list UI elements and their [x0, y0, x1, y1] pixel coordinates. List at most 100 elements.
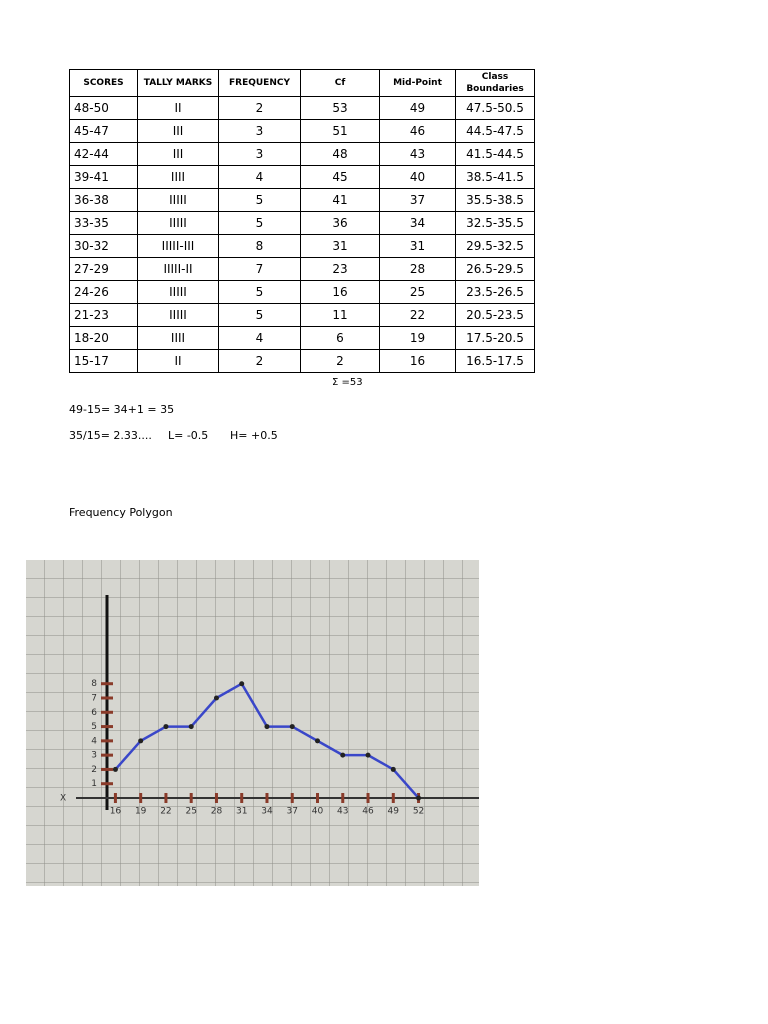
table-cell: 49	[379, 96, 456, 120]
table-cell: 29.5-32.5	[455, 234, 535, 258]
table-cell: 3	[218, 142, 301, 166]
table-cell: 26.5-29.5	[455, 257, 535, 281]
table-cell: 22	[379, 303, 456, 327]
x-tick	[391, 793, 395, 803]
x-tick-label: 25	[185, 807, 196, 817]
table-cell: 31	[300, 234, 380, 258]
x-tick-label: 19	[135, 807, 147, 817]
note: L= -0.5	[168, 429, 209, 442]
point	[340, 752, 346, 758]
x-tick	[265, 793, 269, 803]
header-row: SCORES TALLY MARKS FREQUENCY Cf Mid-Point Cla…	[69, 69, 535, 97]
table-row: 24-26 IIIII 5 16 25 23.5-26.5	[69, 280, 535, 304]
table-cell: 20.5-23.5	[455, 303, 535, 327]
table-cell: 39-41	[69, 165, 138, 189]
table-cell: 23.5-26.5	[455, 280, 535, 304]
y-tick-label: 7	[91, 694, 97, 704]
table-body: 48-50 II 2 53 49 47.5-50.5 45-47 III 3 51 46 44.5-4…	[69, 96, 535, 373]
table-cell: 18-20	[69, 326, 138, 350]
table-row: 18-20 IIII 4 6 19 17.5-20.5	[69, 326, 535, 350]
table-cell: 45-47	[69, 119, 138, 143]
y-tick-label: 6	[91, 708, 97, 718]
x-tick-label: 28	[211, 807, 223, 817]
table-cell: 15-17	[69, 349, 138, 373]
table-cell: 6	[300, 326, 380, 350]
table-cell: 44.5-47.5	[455, 119, 535, 143]
table-cell: IIIII-III	[137, 234, 219, 258]
table-cell: 23	[300, 257, 380, 281]
table-row: 33-35 IIIII 5 36 34 32.5-35.5	[69, 211, 535, 235]
table-row: 39-41 IIII 4 45 40 38.5-41.5	[69, 165, 535, 189]
table-cell: 34	[379, 211, 456, 235]
table-cell: 8	[218, 234, 301, 258]
y-tick	[101, 767, 113, 771]
x-tick-label: 22	[160, 807, 171, 817]
table-cell: 47.5-50.5	[455, 96, 535, 120]
frequency-table: SCORES TALLY MARKS FREQUENCY Cf Mid-Point Cla…	[69, 69, 535, 373]
point	[315, 738, 320, 744]
table-cell: 21-23	[69, 303, 138, 327]
x-tick	[214, 793, 218, 803]
table-row: 36-38 IIIII 5 41 37 35.5-38.5	[69, 188, 535, 212]
table-cell: 4	[218, 326, 301, 350]
table-cell: 30-32	[69, 234, 138, 258]
table-cell: IIIII	[137, 280, 219, 304]
table-cell: 36-38	[69, 188, 138, 212]
y-tick-label: 2	[91, 765, 97, 775]
table-cell: 38.5-41.5	[455, 165, 535, 189]
x-axis-label: X	[60, 794, 66, 804]
y-tick	[101, 739, 113, 743]
x-tick-label: 31	[236, 807, 247, 817]
point	[416, 795, 422, 801]
table-cell: 41.5-44.5	[455, 142, 535, 166]
table-row: 48-50 II 2 53 49 47.5-50.5	[69, 96, 535, 120]
table-cell: 5	[218, 280, 301, 304]
table-cell: 40	[379, 165, 456, 189]
header-cell: Cf	[300, 69, 380, 97]
y-tick	[101, 753, 113, 757]
table-cell: IIII	[137, 165, 219, 189]
table-row: 45-47 III 3 51 46 44.5-47.5	[69, 119, 535, 143]
table-cell: 31	[379, 234, 456, 258]
table-cell: 27-29	[69, 257, 138, 281]
table-cell: 43	[379, 142, 456, 166]
point	[188, 724, 194, 730]
y-tick-label: 1	[91, 779, 97, 789]
table-cell: 16	[379, 349, 456, 373]
table-cell: 3	[218, 119, 301, 143]
y-tick	[101, 725, 113, 729]
note: 49-15= 34+1 = 35	[69, 403, 175, 416]
y-tick	[101, 710, 113, 714]
table-cell: 42-44	[69, 142, 138, 166]
table-cell: IIIII	[137, 211, 219, 235]
x-tick	[366, 793, 370, 803]
x-tick	[113, 793, 117, 803]
point	[112, 766, 118, 772]
table-cell: 2	[300, 349, 380, 373]
table-cell: 53	[300, 96, 380, 120]
x-tick-label: 16	[110, 807, 122, 817]
x-tick-label: 46	[362, 807, 374, 817]
x-tick	[341, 793, 345, 803]
point	[289, 724, 295, 730]
table-cell: 48	[300, 142, 380, 166]
table-cell: 2	[218, 349, 301, 373]
y-tick-label: 5	[91, 722, 97, 732]
table-cell: 5	[218, 211, 301, 235]
table-cell: 28	[379, 257, 456, 281]
table-cell: 32.5-35.5	[455, 211, 535, 235]
header-cell: TALLY MARKS	[137, 69, 219, 97]
table-cell: 36	[300, 211, 380, 235]
table-row: 42-44 III 3 48 43 41.5-44.5	[69, 142, 535, 166]
y-tick-label: 4	[91, 736, 97, 746]
point	[138, 738, 144, 744]
table-cell: IIIII-II	[137, 257, 219, 281]
y-tick-label: 3	[91, 751, 97, 761]
point	[390, 766, 396, 772]
x-tick	[316, 793, 319, 803]
table-cell: 16	[300, 280, 380, 304]
table-cell: 35.5-38.5	[455, 188, 535, 212]
table-cell: IIII	[137, 326, 219, 350]
